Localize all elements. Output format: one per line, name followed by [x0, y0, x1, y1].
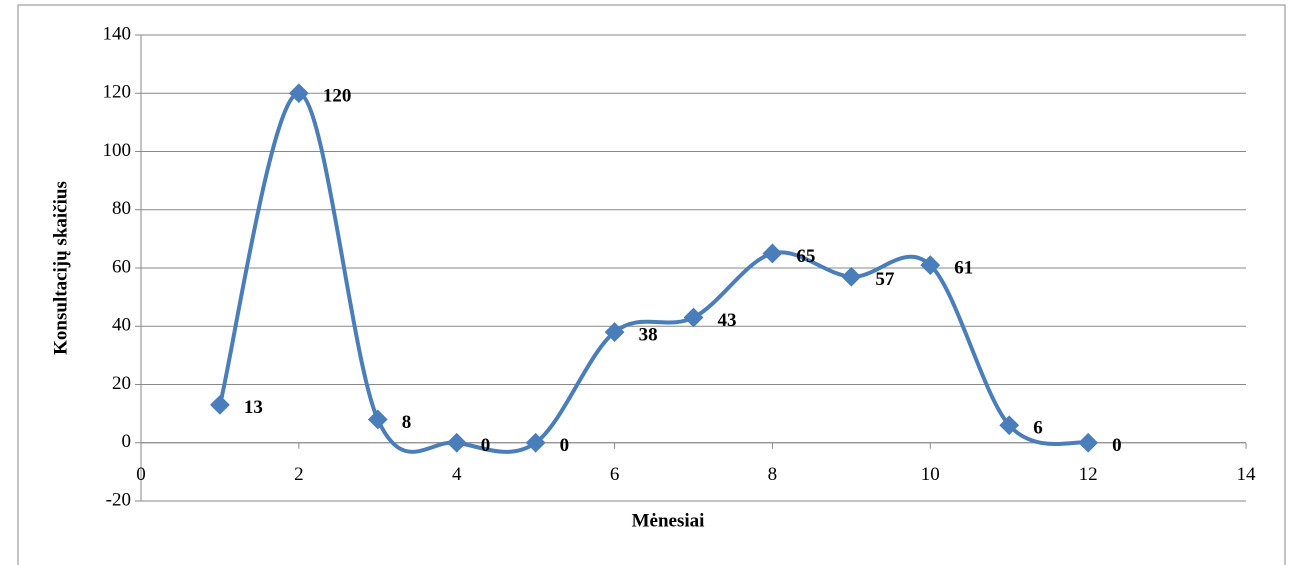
- y-tick-label: 60: [112, 256, 131, 277]
- data-label: 65: [796, 246, 815, 267]
- y-tick-label: -20: [106, 489, 131, 510]
- data-label: 13: [244, 397, 263, 418]
- chart-frame: [17, 4, 1286, 565]
- data-point: [762, 243, 783, 264]
- data-point: [367, 409, 388, 430]
- x-tick-label: 10: [921, 464, 940, 485]
- y-tick-label: 120: [103, 82, 132, 103]
- y-axis-title: Konsultacijų skaičius: [50, 181, 71, 355]
- data-point: [683, 307, 704, 328]
- data-label: 0: [481, 435, 491, 456]
- data-point: [288, 83, 309, 104]
- x-tick-label: 14: [1237, 464, 1257, 485]
- data-label: 43: [718, 310, 737, 331]
- y-tick-label: 20: [112, 373, 131, 394]
- data-label: 61: [954, 257, 973, 278]
- data-label: 0: [1112, 435, 1122, 456]
- y-tick-label: 140: [103, 23, 132, 44]
- data-point: [446, 432, 467, 453]
- data-label: 38: [639, 324, 658, 345]
- y-tick-label: 40: [112, 315, 131, 336]
- data-label: 57: [875, 269, 895, 290]
- data-point: [604, 322, 625, 342]
- y-tick-label: 80: [112, 198, 131, 219]
- data-label: 6: [1033, 418, 1043, 439]
- data-label: 120: [323, 86, 352, 107]
- data-point: [841, 266, 862, 287]
- data-point: [999, 415, 1020, 436]
- y-tick-label: 0: [122, 431, 132, 452]
- data-point: [920, 255, 941, 275]
- x-tick-label: 0: [136, 464, 146, 485]
- x-tick-label: 2: [294, 464, 304, 485]
- x-tick-label: 4: [452, 464, 462, 485]
- data-label: 0: [560, 435, 570, 456]
- data-point: [1078, 432, 1099, 453]
- data-point: [210, 394, 230, 415]
- x-tick-label: 8: [768, 464, 778, 485]
- x-tick-label: 12: [1079, 464, 1098, 485]
- data-point: [525, 432, 546, 453]
- x-tick-label: 6: [610, 464, 620, 485]
- x-axis-title: Mėnesiai: [632, 510, 705, 531]
- data-label: 8: [402, 412, 412, 433]
- y-tick-label: 100: [103, 140, 132, 161]
